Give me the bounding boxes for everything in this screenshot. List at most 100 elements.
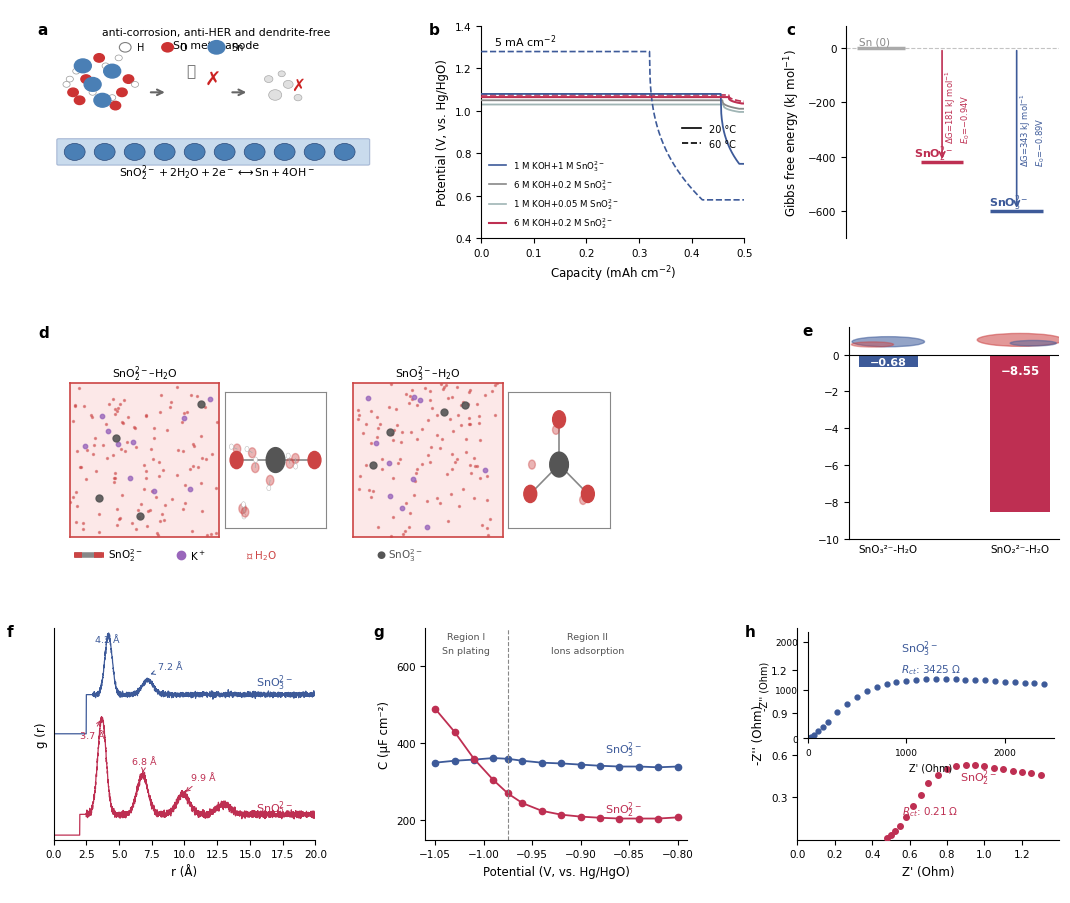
Point xyxy=(184,525,201,539)
Point xyxy=(93,409,110,424)
Point xyxy=(443,461,460,476)
Point xyxy=(182,482,199,497)
Point xyxy=(116,393,133,407)
Point xyxy=(123,516,140,530)
Point xyxy=(193,476,210,490)
Point xyxy=(350,404,367,418)
Point xyxy=(62,495,79,509)
Point xyxy=(153,388,170,403)
Point xyxy=(185,440,202,454)
Ellipse shape xyxy=(1010,341,1056,347)
Point xyxy=(449,408,467,423)
Point xyxy=(439,467,456,481)
Legend: 1 M KOH+1 M SnO$_3^{2-}$, 6 M KOH+0.2 M SnO$_3^{2-}$, 1 M KOH+0.05 M SnO$_2^{2-}: 1 M KOH+1 M SnO$_3^{2-}$, 6 M KOH+0.2 M … xyxy=(486,155,623,235)
Point xyxy=(151,470,168,484)
Circle shape xyxy=(239,504,246,514)
Point xyxy=(138,408,155,423)
Point xyxy=(439,514,456,528)
Point xyxy=(438,378,455,393)
Point xyxy=(350,482,367,497)
Text: 4.2 Å: 4.2 Å xyxy=(95,635,120,644)
Point xyxy=(120,410,137,424)
Point xyxy=(461,458,478,472)
Point xyxy=(423,440,440,454)
Circle shape xyxy=(266,448,285,473)
Point xyxy=(183,388,200,403)
Point xyxy=(196,400,213,414)
Text: $\Delta$G=181 kJ mol$^{-1}$
$E_0$=−0.94V: $\Delta$G=181 kJ mol$^{-1}$ $E_0$=−0.94V xyxy=(944,70,973,144)
Text: 6.8 Å: 6.8 Å xyxy=(132,757,156,772)
Point xyxy=(444,424,461,439)
Bar xyxy=(858,355,918,368)
Circle shape xyxy=(214,144,235,162)
Point xyxy=(109,502,126,517)
Point xyxy=(91,526,108,540)
Text: SnO$_3^{2-}$: SnO$_3^{2-}$ xyxy=(989,193,1028,212)
Point xyxy=(435,405,453,420)
Point xyxy=(150,528,167,543)
Text: O: O xyxy=(179,43,186,53)
Circle shape xyxy=(278,72,286,78)
Point xyxy=(106,471,123,486)
Text: 9.9 Å: 9.9 Å xyxy=(186,773,215,791)
Point xyxy=(105,393,122,407)
Point xyxy=(66,398,83,413)
Point xyxy=(394,425,411,440)
Text: $R_{ct}$: 0.21 Ω: $R_{ct}$: 0.21 Ω xyxy=(902,805,959,818)
Circle shape xyxy=(581,486,594,503)
Point xyxy=(68,444,86,459)
Point xyxy=(471,433,488,447)
Point xyxy=(448,381,465,396)
Point xyxy=(139,519,156,534)
Text: 5 mA cm$^{-2}$: 5 mA cm$^{-2}$ xyxy=(494,33,556,50)
Circle shape xyxy=(552,412,566,429)
Y-axis label: C (μF cm⁻²): C (μF cm⁻²) xyxy=(378,700,391,768)
Point xyxy=(156,498,173,513)
Circle shape xyxy=(73,70,80,75)
Point xyxy=(88,464,105,479)
Point xyxy=(78,443,95,458)
Point xyxy=(409,398,426,413)
Point xyxy=(402,425,419,440)
X-axis label: Potential (V, vs. Hg/HgO): Potential (V, vs. Hg/HgO) xyxy=(483,865,630,878)
Ellipse shape xyxy=(852,342,893,348)
Point xyxy=(384,510,401,525)
Circle shape xyxy=(162,43,174,53)
Point xyxy=(194,452,211,466)
Point xyxy=(407,475,424,489)
Point xyxy=(398,386,415,401)
Point xyxy=(193,397,210,412)
Circle shape xyxy=(94,54,105,63)
Circle shape xyxy=(284,81,293,89)
Point xyxy=(106,403,123,417)
Circle shape xyxy=(94,144,116,162)
Circle shape xyxy=(208,41,226,56)
Circle shape xyxy=(120,43,132,53)
Point xyxy=(442,488,459,502)
Point xyxy=(462,417,479,432)
Point xyxy=(133,498,150,512)
Point xyxy=(203,447,220,461)
Ellipse shape xyxy=(852,338,924,348)
Point xyxy=(403,393,421,407)
Point xyxy=(152,405,169,420)
Point xyxy=(400,396,417,411)
Text: d: d xyxy=(39,325,49,340)
Point xyxy=(388,418,406,433)
Point xyxy=(151,514,168,528)
Point xyxy=(442,412,459,426)
Point xyxy=(406,390,423,405)
Point xyxy=(87,431,104,445)
Point xyxy=(164,492,181,507)
Point xyxy=(141,503,158,517)
Text: 🏰: 🏰 xyxy=(186,65,195,79)
Point xyxy=(175,412,193,426)
X-axis label: Z' (Ohm): Z' (Ohm) xyxy=(902,865,954,878)
Point xyxy=(182,462,199,477)
Point xyxy=(162,396,179,410)
Point xyxy=(194,504,211,518)
Point xyxy=(383,428,400,442)
Point xyxy=(395,527,412,542)
Point xyxy=(483,384,500,398)
Point xyxy=(432,377,449,392)
